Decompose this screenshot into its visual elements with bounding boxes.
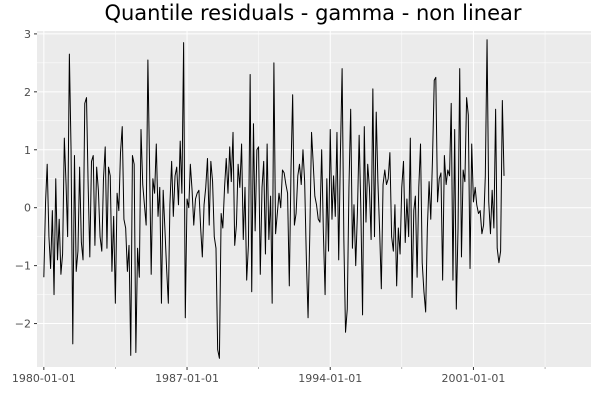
y-tick-label: 1 (24, 144, 31, 157)
x-tick-label: 2001-01-01 (441, 372, 505, 385)
x-tick-label: 1994-01-01 (298, 372, 362, 385)
series-line (43, 39, 505, 359)
chart-title: Quantile residuals - gamma - non linear (104, 1, 521, 25)
y-tick-label: −1 (15, 260, 31, 273)
x-tick-label: 1980-01-01 (12, 372, 76, 385)
y-tick-label: 0 (24, 202, 31, 215)
x-tick-label: 1987-01-01 (155, 372, 219, 385)
y-tick-label: 3 (24, 28, 31, 41)
y-tick-label: −2 (15, 318, 31, 331)
plot-panel (37, 31, 591, 367)
y-tick-label: 2 (24, 86, 31, 99)
axis-layer: −2 −1 0 1 2 3 1980-01-01 1987-01-01 1994-01-01 20… (12, 28, 546, 385)
